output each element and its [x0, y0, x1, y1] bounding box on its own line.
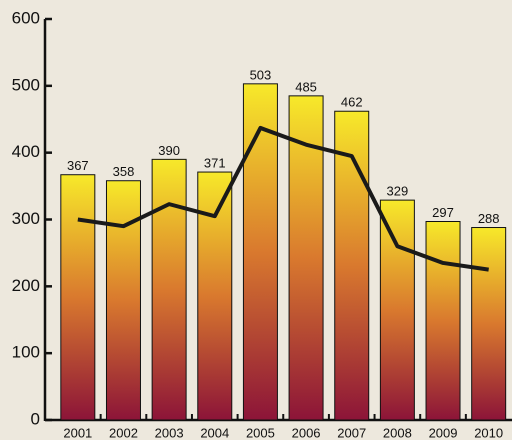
bar	[242, 83, 278, 421]
x-tick-label: 2007	[337, 425, 366, 440]
bar-label: 288	[478, 211, 500, 226]
y-tick-label: 100	[12, 343, 40, 362]
bar-label: 462	[341, 95, 363, 110]
trend-line	[77, 125, 489, 272]
y-tick-label: 400	[12, 142, 40, 161]
bar	[471, 227, 507, 421]
bar	[105, 180, 141, 421]
x-tick-label: 2001	[63, 425, 92, 440]
bar	[288, 95, 324, 421]
y-tick-label: 0	[31, 409, 40, 428]
bar-label: 371	[204, 155, 226, 170]
x-tick-label: 2003	[155, 425, 184, 440]
y-tick-label: 600	[12, 8, 40, 27]
x-tick-label: 2006	[292, 425, 321, 440]
bar-label: 390	[158, 143, 180, 158]
bar-label: 367	[67, 158, 89, 173]
bar	[379, 199, 415, 421]
bar	[60, 174, 96, 421]
y-tick-label: 500	[12, 75, 40, 94]
bar-label: 297	[432, 205, 454, 220]
bar	[151, 158, 187, 421]
x-tick-label: 2004	[200, 425, 229, 440]
x-tick-label: 2010	[474, 425, 503, 440]
bar-label: 358	[113, 164, 135, 179]
bar	[425, 221, 461, 421]
y-tick-label: 200	[12, 276, 40, 295]
bar-label: 503	[250, 67, 272, 82]
bar-label: 329	[387, 184, 409, 199]
x-tick-label: 2005	[246, 425, 275, 440]
bar	[197, 171, 233, 421]
x-tick-label: 2009	[429, 425, 458, 440]
bar	[334, 110, 370, 421]
y-tick-label: 300	[12, 209, 40, 228]
bar-label: 485	[295, 79, 317, 94]
x-tick-label: 2002	[109, 425, 138, 440]
x-tick-label: 2008	[383, 425, 412, 440]
